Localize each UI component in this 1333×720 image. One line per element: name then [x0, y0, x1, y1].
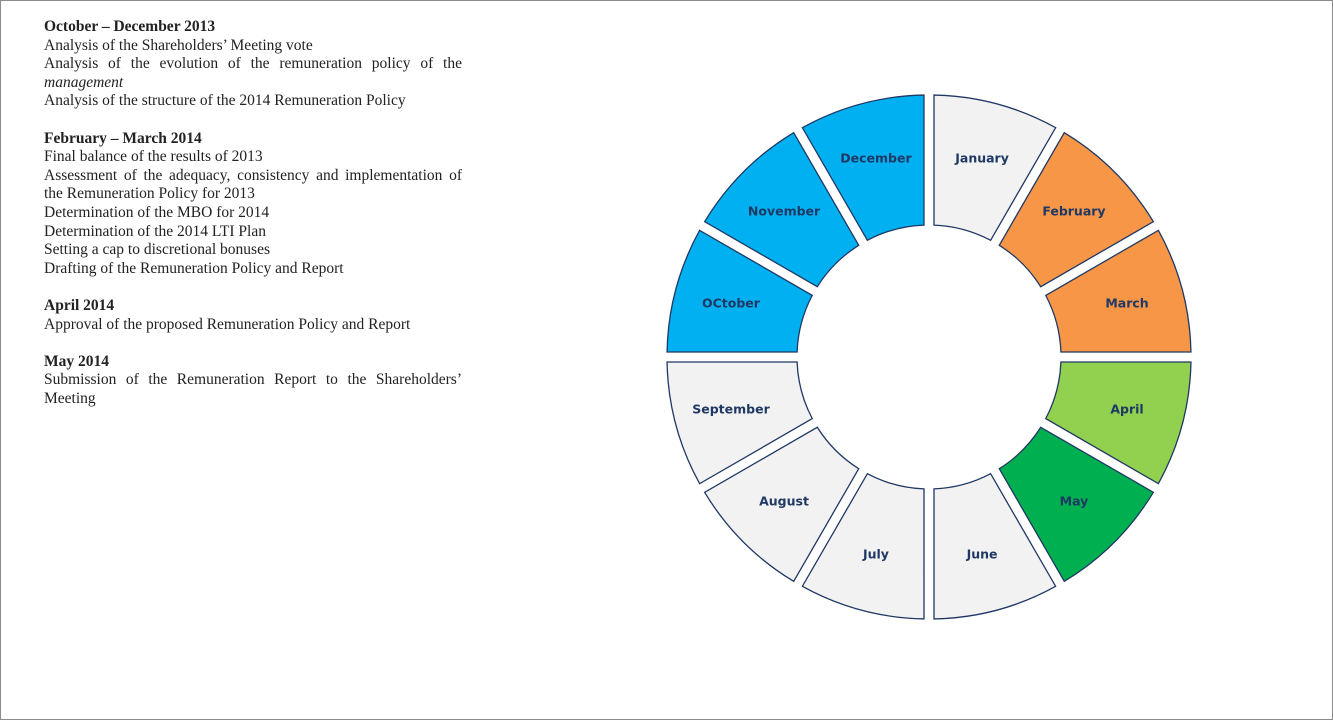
- month-segment: [1044, 229, 1192, 353]
- month-label: January: [954, 150, 1009, 165]
- month-wheel: January February March April May June July Augu…: [666, 94, 1192, 620]
- month-label: December: [840, 150, 912, 165]
- item-text: Determination of the 2014 LTI Plan: [44, 222, 266, 240]
- month-segment: [703, 426, 860, 583]
- month-label: June: [966, 547, 998, 562]
- item: Determination of the 2014 LTI Plan: [44, 223, 462, 242]
- item: Determination of the MBO for 2014: [44, 204, 462, 223]
- item: Drafting of the Remuneration Policy and …: [44, 260, 462, 279]
- month-label: July: [862, 547, 889, 562]
- month-label: September: [692, 402, 770, 417]
- section-heading: October – December 2013: [44, 18, 216, 35]
- month-label: August: [759, 493, 809, 508]
- month-label: February: [1042, 204, 1105, 219]
- month-label: March: [1105, 295, 1148, 310]
- item: Approval of the proposed Remuneration Po…: [44, 316, 462, 335]
- item-text: Drafting of the Remuneration Policy and …: [44, 259, 344, 277]
- month-segment: [666, 361, 814, 485]
- section: February – March 2014 Final balance of th…: [44, 130, 462, 279]
- item-text: Setting a cap to discretional bonuses: [44, 241, 270, 259]
- item-text: Determination of the MBO for 2014: [44, 203, 270, 221]
- item-text: Submission of the Remuneration Report to…: [44, 371, 462, 407]
- month-segment: [801, 94, 925, 242]
- section-heading: May 2014: [44, 352, 110, 370]
- item-text: Analysis of the evolution of the remuner…: [44, 55, 462, 73]
- item: Setting a cap to discretional bonuses: [44, 241, 462, 260]
- month-segment: [703, 131, 860, 288]
- item: Analysis of the evolution of the remuner…: [44, 55, 462, 92]
- month-label: May: [1060, 493, 1089, 508]
- section: April 2014 Approval of the proposed Remun…: [44, 297, 462, 334]
- schedule-text: October – December 2013 Analysis of the S…: [44, 18, 462, 427]
- item-text: Analysis of the structure of the 2014 Re…: [44, 92, 406, 110]
- section-heading: April 2014: [44, 296, 115, 314]
- item-text: Approval of the proposed Remuneration Po…: [44, 315, 411, 333]
- item: Submission of the Remuneration Report to…: [44, 371, 462, 408]
- item: Assessment of the adequacy, consistency …: [44, 167, 462, 204]
- month-label: November: [748, 204, 821, 219]
- item: Final balance of the results of 2013: [44, 148, 462, 167]
- month-segment: [1044, 361, 1192, 485]
- item-text: Final balance of the results of 2013: [44, 148, 263, 166]
- section: October – December 2013 Analysis of the S…: [44, 18, 462, 111]
- item-emphasis: management: [44, 73, 124, 91]
- month-segment: [933, 472, 1057, 620]
- month-label: OCtober: [702, 295, 761, 310]
- month-segment: [998, 426, 1155, 583]
- month-segment: [666, 229, 814, 353]
- item-text: Assessment of the adequacy, consistency …: [44, 166, 462, 203]
- item-text: Analysis of the Shareholders’ Meeting vo…: [44, 36, 313, 54]
- month-segment: [998, 131, 1155, 288]
- month-label: April: [1110, 402, 1143, 417]
- section: May 2014 Submission of the Remuneration R…: [44, 353, 462, 409]
- month-segment: [933, 94, 1057, 242]
- month-segment: [801, 472, 925, 620]
- item: Analysis of the structure of the 2014 Re…: [44, 92, 462, 111]
- item: Analysis of the Shareholders’ Meeting vo…: [44, 37, 462, 56]
- section-heading: February – March 2014: [44, 129, 202, 147]
